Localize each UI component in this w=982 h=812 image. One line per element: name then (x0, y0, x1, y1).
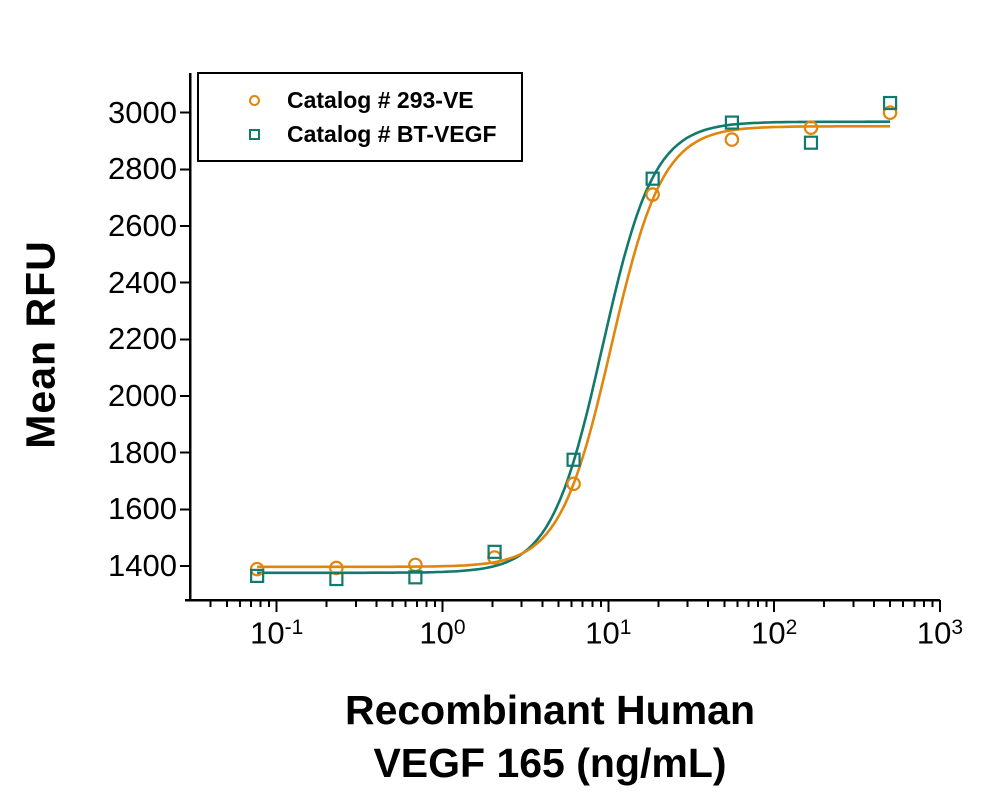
data-point-square (487, 544, 502, 559)
square-marker-icon (249, 128, 260, 140)
x-tick-label: 102 (751, 615, 798, 651)
data-point-square (408, 570, 423, 585)
data-point-square (724, 115, 740, 130)
fit-curve-Catalog-BT-VEGF (257, 120, 891, 575)
x-tick-label: 103 (916, 615, 964, 651)
fit-curve-Catalog-293-VE (257, 125, 891, 569)
y-tick-label: 2000 (108, 378, 177, 413)
data-point-square (882, 95, 898, 111)
circle-marker-icon (249, 94, 260, 106)
data-point-square (329, 571, 344, 587)
data-point-circle (724, 132, 740, 147)
x-tick-label: 100 (419, 615, 466, 651)
y-tick-label: 3000 (108, 94, 177, 130)
legend: Catalog # 293-VE Catalog # BT-VEGF (197, 72, 523, 162)
x-tick-label: 10-1 (250, 615, 304, 651)
y-tick-label: 2600 (108, 208, 177, 243)
data-point-square (645, 171, 660, 186)
data-point-circle (566, 476, 581, 492)
x-tick-label: 101 (585, 615, 632, 651)
y-tick-label: 1800 (108, 434, 177, 470)
data-point-circle (803, 120, 819, 135)
y-tick-label: 1400 (108, 548, 177, 583)
data-point-square (566, 452, 581, 467)
y-tick-label: 2200 (108, 321, 177, 357)
data-point-circle (329, 560, 344, 576)
data-point-circle (645, 187, 660, 202)
x-axis-title-line2: VEGF 165 (ng/mL) (373, 740, 727, 786)
y-tick-label: 1600 (108, 491, 177, 527)
data-point-circle (882, 105, 898, 120)
data-point-square (803, 135, 819, 150)
y-tick-label: 2400 (108, 264, 177, 300)
legend-label: Catalog # 293-VE (287, 86, 474, 113)
data-point-square (250, 568, 265, 584)
x-axis-title-line1: Recombinant Human (344, 687, 756, 733)
x-axis-title: Recombinant Human VEGF 165 (ng/mL) (140, 684, 960, 790)
legend-label: Catalog # BT-VEGF (287, 120, 497, 147)
legend-item-293-VE: Catalog # 293-VE (199, 87, 521, 114)
y-tick-label: 2800 (108, 151, 177, 187)
data-point-circle (408, 557, 423, 573)
legend-item-BT-VEGF: Catalog # BT-VEGF (199, 121, 521, 148)
